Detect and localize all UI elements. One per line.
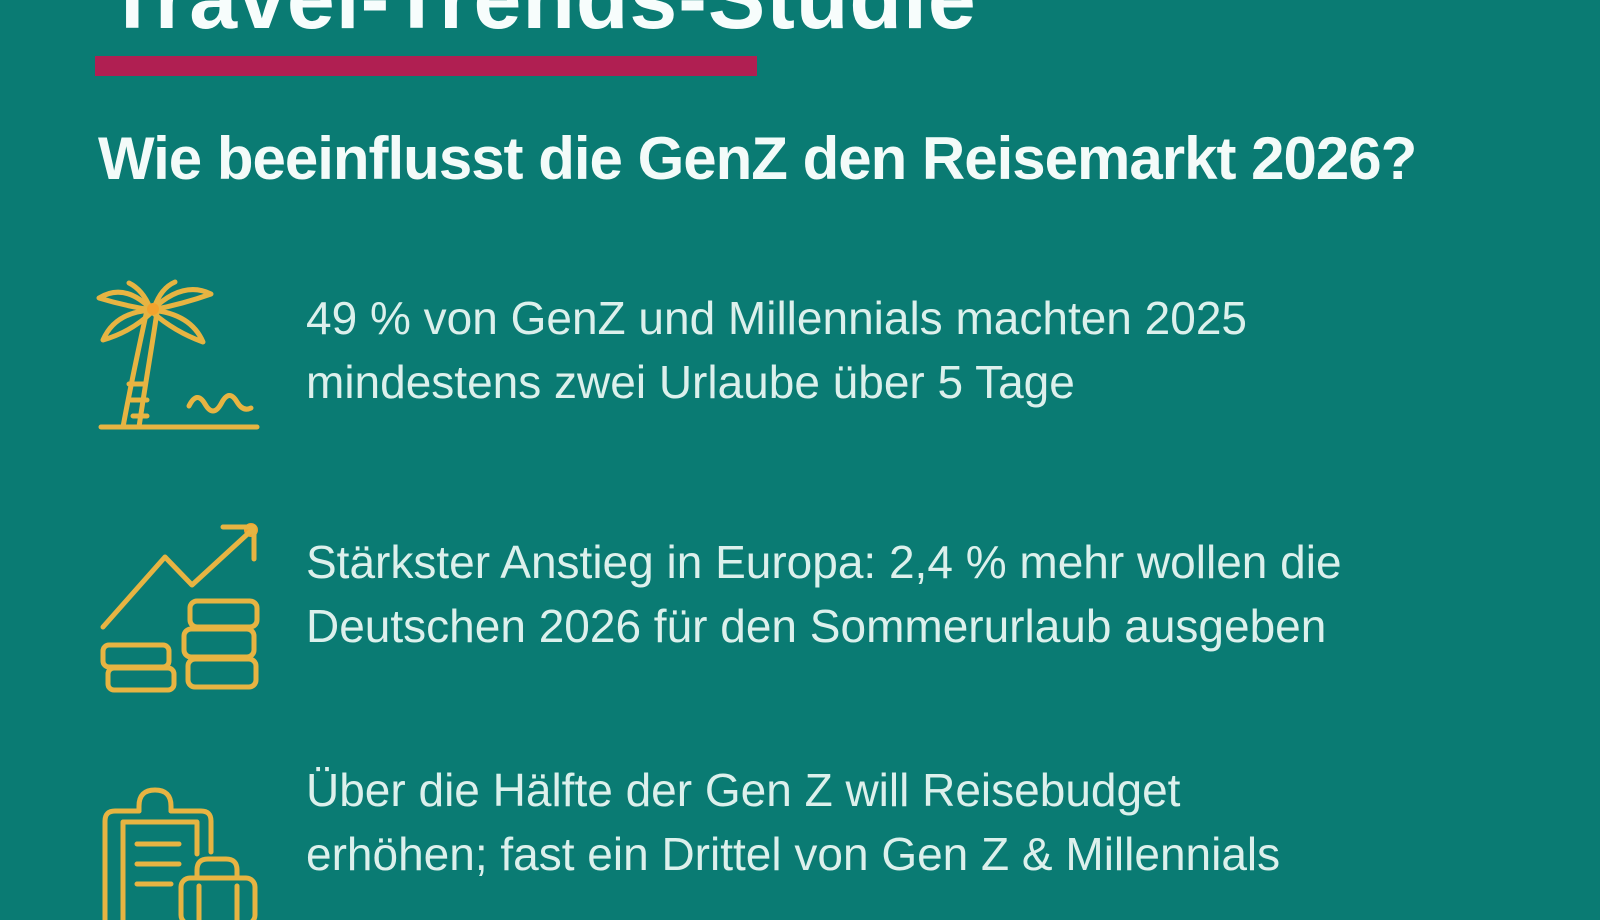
stat-text-spending: Stärkster Anstieg in Europa: 2,4 % mehr … bbox=[306, 536, 1342, 652]
title-underline-rule bbox=[95, 56, 757, 76]
page-title: Travel-Trends-Studie bbox=[106, 0, 977, 42]
infographic-page: { "theme": { "bg": "#0a7b73", "gold": "#… bbox=[95, 0, 1418, 920]
stat-text-budget: Über die Hälfte der Gen Z will Reisebudg… bbox=[306, 764, 1281, 880]
clipboard-luggage-icon bbox=[95, 780, 265, 920]
question-heading: Wie beeinflusst die GenZ den Reisemarkt … bbox=[98, 125, 1417, 192]
growth-chart-coins-icon bbox=[95, 505, 270, 695]
palm-beach-icon bbox=[95, 278, 265, 433]
stat-text-vacations: 49 % von GenZ und Millennials machten 20… bbox=[306, 292, 1248, 408]
